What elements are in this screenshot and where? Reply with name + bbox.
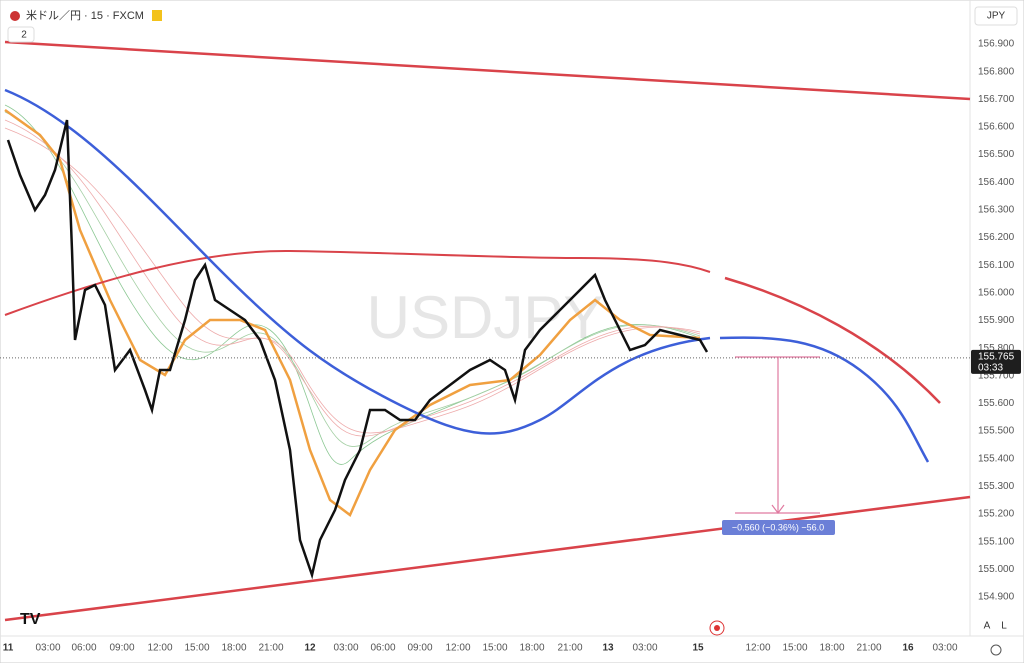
curve xyxy=(4,249,711,316)
time-tick-label: 12:00 xyxy=(147,643,172,654)
time-tick-label: 09:00 xyxy=(109,643,134,654)
time-tick-label: 06:00 xyxy=(71,643,96,654)
price-tick-label: 156.200 xyxy=(978,232,1015,243)
price-tick-label: 156.300 xyxy=(978,205,1015,216)
price-tick-label: 156.000 xyxy=(978,287,1015,298)
flag-icon xyxy=(10,11,20,21)
price-tick-label: 156.900 xyxy=(978,39,1015,50)
time-tick-label: 03:00 xyxy=(632,643,657,654)
time-tick-label: 12 xyxy=(304,643,316,654)
curve xyxy=(719,336,930,463)
trendline xyxy=(4,40,971,101)
measure-label: −0.560 (−0.36%) −56.0 xyxy=(732,522,824,532)
time-tick-label: 15 xyxy=(692,643,704,654)
time-tick-label: 16 xyxy=(902,643,914,654)
time-tick-label: 21:00 xyxy=(557,643,582,654)
ema-line xyxy=(4,108,701,517)
time-tick-label: 13 xyxy=(602,643,614,654)
trendline xyxy=(4,495,971,622)
price-tick-label: 156.600 xyxy=(978,122,1015,133)
badge: 2 xyxy=(21,30,27,41)
record-button[interactable] xyxy=(709,620,725,636)
time-tick-label: 09:00 xyxy=(407,643,432,654)
last-price-box xyxy=(971,349,1021,374)
price-tick-label: 156.100 xyxy=(978,260,1015,271)
logo: TV xyxy=(20,611,41,628)
price-tick-label: 155.300 xyxy=(978,481,1015,492)
symbol[interactable]: 米ドル／円 · 15 · FXCM xyxy=(26,9,144,22)
price-tick-label: 155.500 xyxy=(978,426,1015,437)
price-tick-label: 155.100 xyxy=(978,536,1015,547)
time-tick-label: 12:00 xyxy=(445,643,470,654)
price-tick-label: 155.400 xyxy=(978,453,1015,464)
price-tick-label: 156.500 xyxy=(978,149,1015,160)
currency-box[interactable] xyxy=(974,6,1018,26)
price-tick-label: 156.800 xyxy=(978,66,1015,77)
curve xyxy=(724,276,941,404)
price-path xyxy=(6,119,709,580)
auto-button[interactable]: A xyxy=(984,621,991,632)
time-tick-label: 15:00 xyxy=(782,643,807,654)
time-tick-label: 18:00 xyxy=(519,643,544,654)
log-button[interactable]: L xyxy=(1001,621,1007,632)
price-tick-label: 154.900 xyxy=(978,592,1015,603)
flag xyxy=(152,10,162,21)
price-tick-label: 155.200 xyxy=(978,509,1015,520)
badge-box[interactable] xyxy=(7,26,35,43)
price-tick-label: 155.600 xyxy=(978,398,1015,409)
time-tick-label: 21:00 xyxy=(258,643,283,654)
time-tick-label: 03:00 xyxy=(333,643,358,654)
time-tick-label: 03:00 xyxy=(35,643,60,654)
measure-box xyxy=(722,520,835,535)
time-tick-label: 03:00 xyxy=(932,643,957,654)
watermark: USDJPY xyxy=(367,284,604,351)
price-tick-label: 155.800 xyxy=(978,343,1015,354)
last-price: 155.765 xyxy=(978,351,1015,362)
price-tick-label: 155.000 xyxy=(978,564,1015,575)
time-tick-label: 11 xyxy=(3,643,14,654)
time-tick-label: 18:00 xyxy=(819,643,844,654)
time-tick-label: 12:00 xyxy=(745,643,770,654)
record-dot xyxy=(714,625,720,631)
countdown: 03:33 xyxy=(978,362,1003,373)
ma-ribbon xyxy=(4,104,701,465)
price-tick-label: 156.700 xyxy=(978,94,1015,105)
curve xyxy=(4,88,711,435)
price-tick-label: 155.900 xyxy=(978,315,1015,326)
price-tick-label: 155.700 xyxy=(978,370,1015,381)
time-tick-label: 21:00 xyxy=(856,643,881,654)
time-tick-label: 06:00 xyxy=(370,643,395,654)
measure-tool xyxy=(735,356,820,514)
price-tick-label: 156.400 xyxy=(978,177,1015,188)
time-tick-label: 18:00 xyxy=(221,643,246,654)
currency: JPY xyxy=(987,11,1006,22)
settings-icon[interactable] xyxy=(990,644,1002,656)
time-tick-label: 15:00 xyxy=(482,643,507,654)
time-tick-label: 15:00 xyxy=(184,643,209,654)
